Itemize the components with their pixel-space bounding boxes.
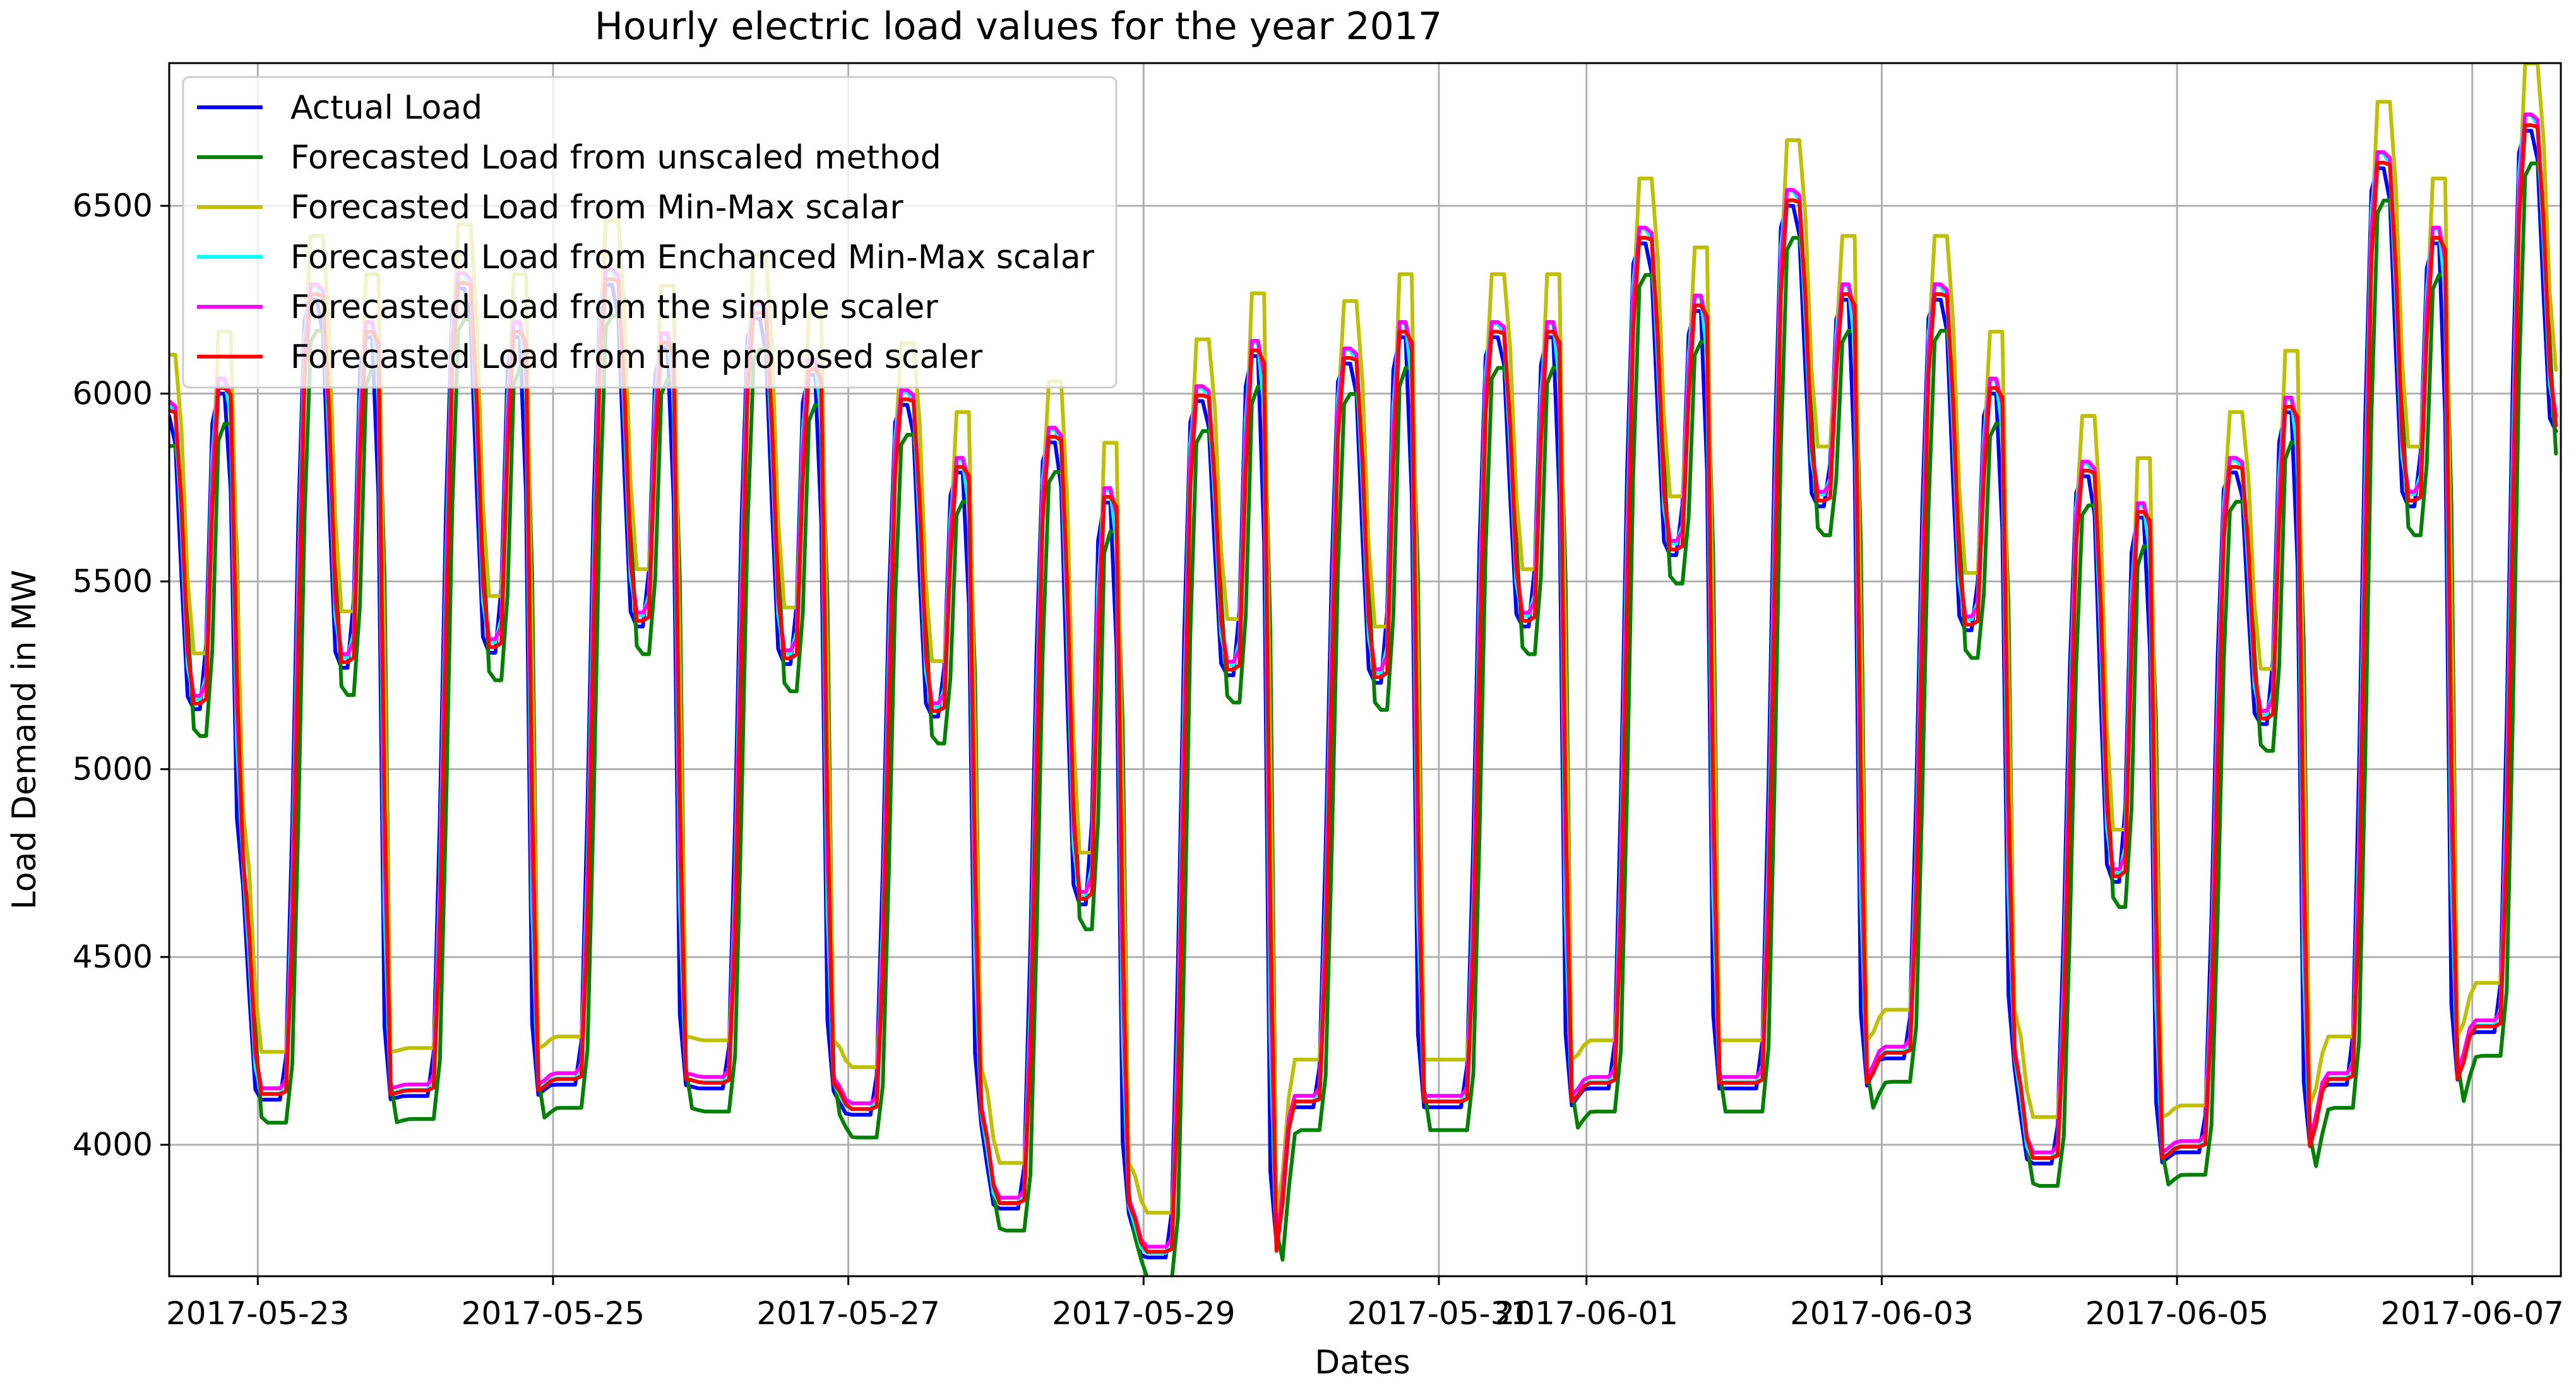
x-axis-label: Dates	[1315, 1344, 1410, 1381]
chart-title: Hourly electric load values for the year…	[595, 4, 1442, 49]
x-tick-label: 2017-06-01	[1494, 1295, 1678, 1332]
x-tick-label: 2017-05-31	[1347, 1295, 1531, 1332]
x-tick-label: 2017-05-27	[756, 1295, 940, 1332]
legend-label: Forecasted Load from the simple scaler	[290, 288, 938, 326]
legend-label: Forecasted Load from unscaled method	[290, 139, 941, 177]
legend-label: Actual Load	[290, 89, 482, 127]
x-tick-label: 2017-05-23	[166, 1295, 350, 1332]
legend-label: Forecasted Load from the proposed scaler	[290, 338, 983, 376]
legend-box	[182, 76, 1118, 389]
y-tick-label: 6500	[73, 187, 153, 224]
y-axis-label: Load Demand in MW	[6, 570, 44, 910]
legend-label: Forecasted Load from Min-Max scalar	[290, 189, 903, 227]
legend: Actual Load Forecasted Load from unscaled…	[182, 76, 1118, 389]
x-tick-label: 2017-05-25	[462, 1295, 645, 1332]
legend-label: Forecasted Load from Enchanced Min-Max s…	[290, 239, 1095, 276]
y-axis-ticks: 4000 4500 5000 5500 6000 6500	[73, 187, 169, 1163]
y-tick-label: 6000	[73, 376, 153, 412]
x-axis-ticks: 2017-05-23 2017-05-25 2017-05-27 2017-05-29…	[166, 1276, 2564, 1332]
x-tick-label: 2017-06-05	[2085, 1295, 2269, 1332]
y-tick-label: 4500	[73, 939, 153, 975]
x-tick-label: 2017-06-03	[1790, 1295, 1974, 1332]
x-tick-label: 2017-05-29	[1052, 1295, 1236, 1332]
y-tick-label: 5000	[73, 751, 153, 788]
series-lines	[169, 63, 2558, 1276]
y-tick-label: 5500	[73, 563, 153, 600]
series-line	[169, 63, 2558, 1215]
series-line	[169, 129, 2558, 1260]
plot-area-frame	[168, 62, 2562, 1277]
y-tick-label: 4000	[73, 1127, 153, 1163]
x-tick-label: 2017-06-07	[2380, 1295, 2564, 1332]
legend-items: Actual Load Forecasted Load from unscaled…	[197, 89, 1095, 376]
series-line	[169, 123, 2558, 1254]
